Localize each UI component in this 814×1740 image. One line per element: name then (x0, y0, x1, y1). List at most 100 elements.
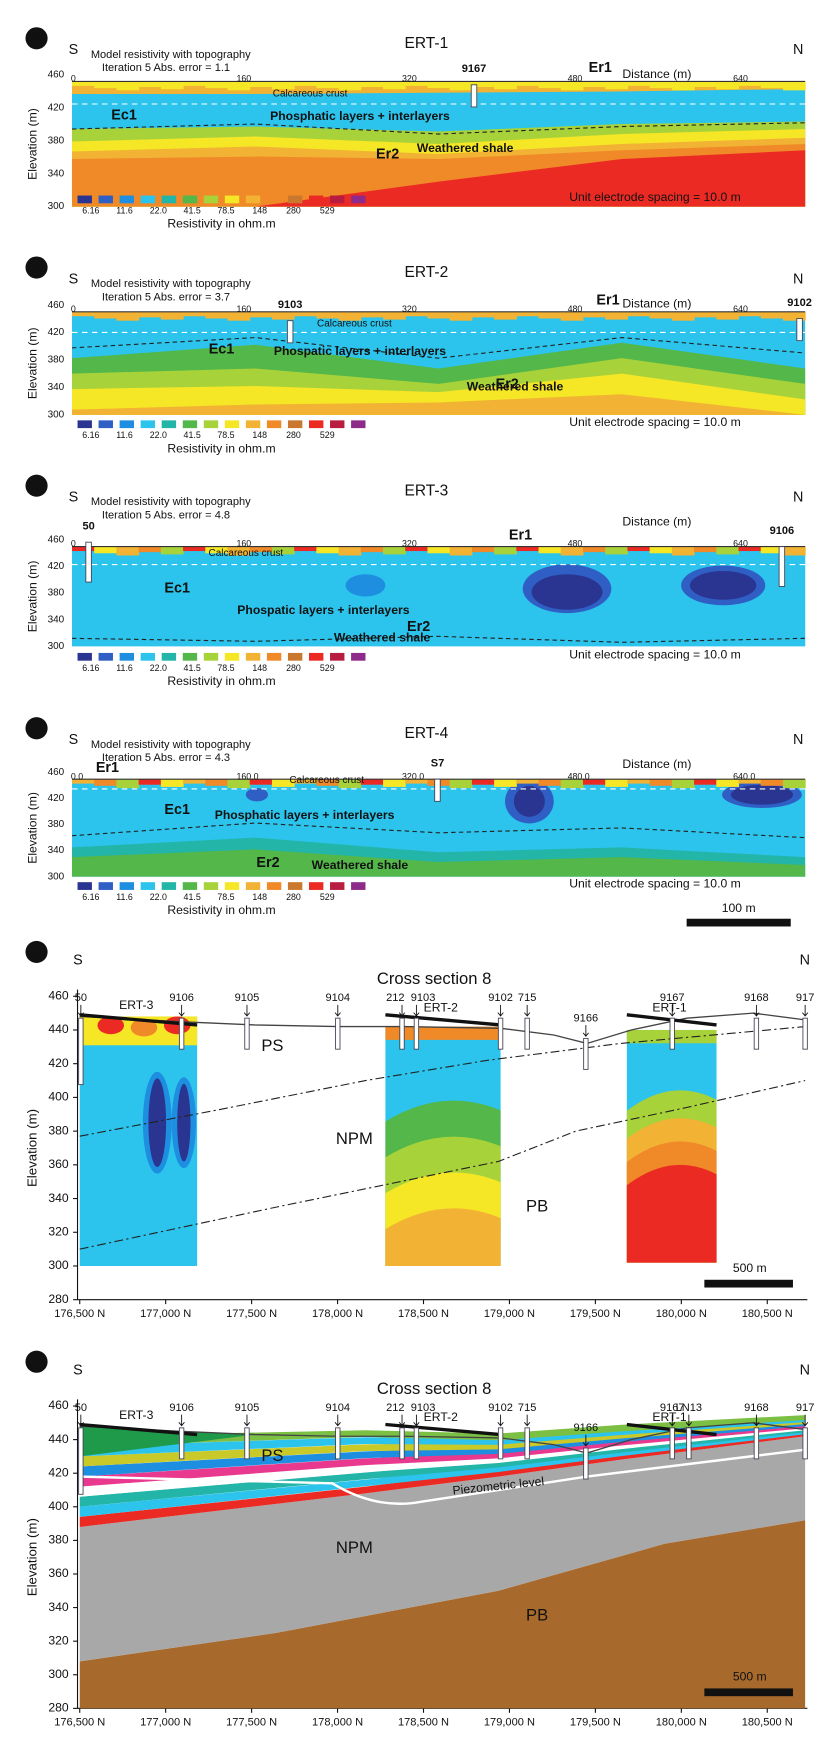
borehole-arrow (243, 1004, 251, 1017)
elevation-tick: 380 (48, 135, 65, 146)
scale-value: 78.5 (217, 892, 234, 902)
y-tick-label: 360 (48, 1157, 69, 1171)
scale-swatch (161, 652, 177, 661)
scale-value: 280 (286, 205, 301, 215)
scale-swatch (119, 652, 135, 661)
crust-cell (160, 779, 184, 787)
panel-letter-badge (25, 27, 48, 50)
crust-cell (338, 779, 362, 789)
iteration-caption: Iteration 5 Abs. error = 1.1 (102, 62, 230, 74)
scale-value: 148 (252, 663, 267, 673)
scale-value: 6.16 (82, 205, 99, 215)
unit-label: Ec1 (111, 108, 137, 124)
resistivity-zone (626, 1164, 717, 1263)
scale-bar (704, 1688, 793, 1697)
well-label: 9103 (411, 1402, 436, 1414)
resistivity-anomaly (130, 1018, 158, 1037)
crust-cell (294, 81, 317, 86)
scale-swatch (140, 195, 156, 204)
well-label: 9105 (235, 1402, 260, 1414)
elevation-label: Elevation (m) (25, 327, 39, 399)
unit-label: Er2 (407, 619, 430, 635)
y-tick-label: 440 (48, 1022, 69, 1036)
well-label: 9167 (660, 992, 685, 1004)
scale-swatch (203, 652, 219, 661)
crust-cell (449, 311, 473, 321)
crust-cell (294, 779, 317, 784)
crust-cell (360, 779, 384, 785)
distance-tick: 320 (402, 304, 417, 314)
elevation-tick: 420 (48, 327, 65, 338)
crust-cell (449, 546, 473, 556)
distance-label: Distance (m) (622, 67, 691, 81)
scale-swatch (119, 420, 135, 429)
x-tick-label: 178,000 N (312, 1717, 363, 1729)
elevation-tick: 380 (48, 819, 65, 830)
scale-swatch (140, 420, 156, 429)
profile-label: ERT-1 (652, 1410, 687, 1424)
scale-value: 529 (320, 430, 335, 440)
crust-cell (494, 546, 517, 555)
scale-swatch (351, 195, 366, 204)
scale-swatch (182, 652, 198, 661)
crust-cell (271, 546, 295, 555)
borehole-arrow (669, 1414, 676, 1427)
crust-cell (116, 779, 140, 789)
scale-bar-label: 500 m (733, 1670, 767, 1684)
borehole (434, 778, 441, 802)
scale-swatch (224, 882, 240, 890)
scale-swatch (308, 420, 324, 429)
borehole-label: S7 (431, 758, 445, 770)
crust-cell (205, 779, 229, 786)
scale-swatch (245, 195, 261, 204)
elevation-tick: 460 (48, 767, 65, 778)
crust-cell (671, 81, 695, 91)
scale-bar (686, 918, 791, 927)
direction-north: N (800, 1362, 810, 1378)
unit-label: Weathered shale (334, 631, 431, 645)
crust-cell (516, 779, 540, 784)
scale-value: 148 (252, 430, 267, 440)
scale-swatch (77, 882, 92, 890)
x-tick-label: 178,000 N (312, 1308, 363, 1320)
panel-letter-badge (25, 474, 48, 497)
well-label: 9102 (488, 992, 513, 1004)
borehole (78, 1427, 84, 1495)
resistivity-anomaly (730, 784, 793, 805)
crust-cell (605, 311, 628, 320)
elevation-tick: 380 (48, 588, 65, 599)
resistivity-zone (385, 1208, 501, 1266)
y-tick-label: 380 (48, 1123, 69, 1137)
scale-swatch (245, 420, 261, 429)
borehole-label: 9167 (462, 63, 487, 75)
scale-swatch (287, 882, 303, 890)
scale-value: 529 (320, 892, 335, 902)
borehole (178, 1017, 185, 1050)
borehole-arrow (77, 1004, 84, 1017)
profile-label: ERT-1 (652, 1000, 687, 1014)
crust-cell (227, 779, 251, 789)
borehole-arrow (524, 1004, 531, 1017)
crust-cell (649, 311, 673, 319)
direction-south: S (73, 953, 83, 969)
well-label: 9167 (660, 1402, 685, 1414)
crust-cell (560, 311, 584, 321)
crust-cell (716, 311, 740, 320)
scale-swatch (308, 652, 324, 661)
y-tick-label: 320 (48, 1224, 69, 1238)
unit-label: PB (526, 1605, 548, 1624)
y-tick-label: 300 (48, 1258, 69, 1272)
borehole (413, 1427, 420, 1460)
x-tick-label: 176,500 N (54, 1308, 105, 1320)
crust-cell (338, 81, 362, 91)
panel-letter-badge (25, 1350, 48, 1373)
distance-tick: 160 (236, 539, 251, 549)
borehole (524, 1017, 530, 1050)
crust-cell (205, 81, 229, 89)
crust-cell (649, 779, 673, 786)
x-tick-label: 177,500 N (226, 1717, 277, 1729)
well-label: 9168 (744, 1402, 769, 1414)
scale-swatch (182, 420, 198, 429)
scale-value: 148 (252, 205, 267, 215)
crust-cell (94, 311, 117, 319)
